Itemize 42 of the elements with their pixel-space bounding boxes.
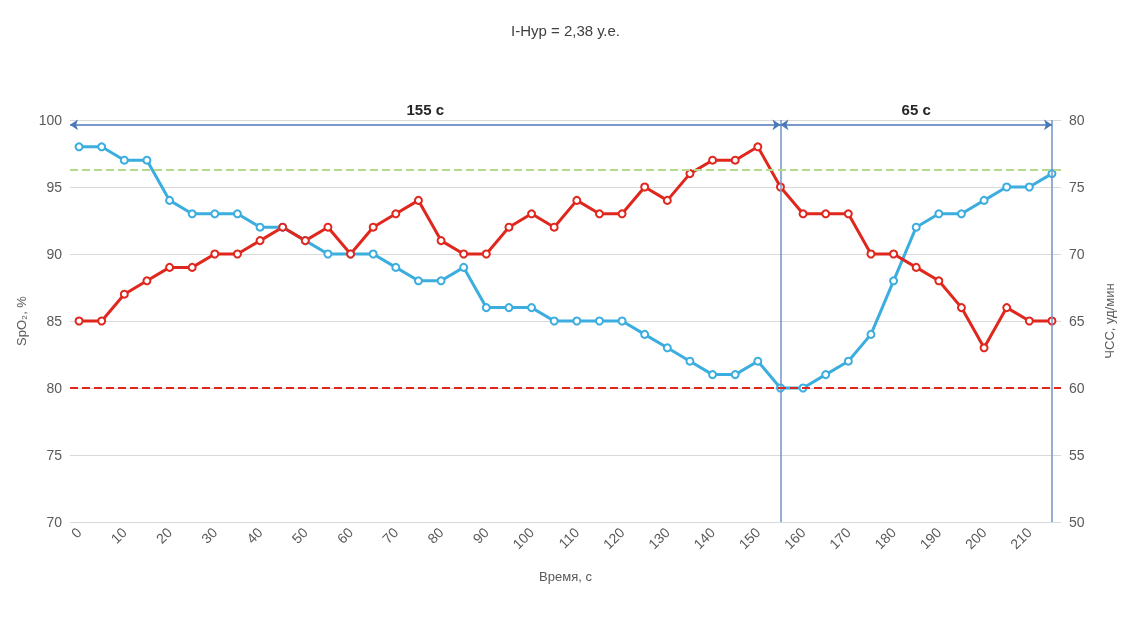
x-tick-label: 150 xyxy=(735,524,764,553)
y2-tick-label: 75 xyxy=(1069,179,1085,195)
x-tick-label: 70 xyxy=(379,524,402,547)
text: 65 с xyxy=(901,100,931,118)
x-tick-label: 140 xyxy=(690,524,719,553)
y-tick-label: 80 xyxy=(46,380,63,396)
x-tick-label: 90 xyxy=(469,524,493,547)
x-tick-label: 170 xyxy=(826,524,855,553)
y2-tick-label: 50 xyxy=(1069,514,1085,530)
x-tick-label: 130 xyxy=(645,524,674,553)
x-tick-label: 20 xyxy=(152,524,176,547)
x-tick-label: 200 xyxy=(961,524,990,553)
y-tick-label: 85 xyxy=(46,313,63,329)
x-tick-label: 190 xyxy=(916,524,945,553)
x-tick-label: 180 xyxy=(871,524,900,553)
y2-tick-label: 70 xyxy=(1069,246,1085,262)
x-tick-label: 30 xyxy=(198,524,221,547)
x-tick-label: 160 xyxy=(780,524,809,553)
y-tick-label: 90 xyxy=(46,246,63,262)
y2-tick-label: 80 xyxy=(1069,112,1085,128)
x-tick-label: 100 xyxy=(509,524,538,553)
y-tick-label: 100 xyxy=(38,112,63,128)
y2-axis-title: ЧСС, уд/мин xyxy=(1102,283,1117,359)
x-tick-label: 120 xyxy=(599,524,628,553)
chart-title: I-Hyp = 2,38 у.е. xyxy=(511,22,620,39)
y-tick-label: 95 xyxy=(46,179,63,195)
y-tick-label: 75 xyxy=(46,447,63,463)
y2-tick-label: 55 xyxy=(1069,447,1085,463)
x-axis-title: Время, с xyxy=(539,569,593,584)
x-tick-label: 40 xyxy=(243,524,266,547)
x-tick-label: 60 xyxy=(333,524,357,547)
y2-tick-label: 65 xyxy=(1069,313,1085,329)
text: 155 с xyxy=(406,100,444,118)
y2-tick-label: 60 xyxy=(1069,380,1085,396)
x-tick-label: 0 xyxy=(67,524,85,542)
y-tick-label: 70 xyxy=(46,514,63,530)
x-tick-label: 80 xyxy=(424,524,447,547)
y-axis-title: SpO₂, % xyxy=(13,295,29,346)
x-tick-label: 110 xyxy=(555,524,583,552)
x-tick-label: 10 xyxy=(107,524,131,547)
x-tick-label: 210 xyxy=(1007,524,1036,553)
x-tick-label: 50 xyxy=(288,524,312,547)
